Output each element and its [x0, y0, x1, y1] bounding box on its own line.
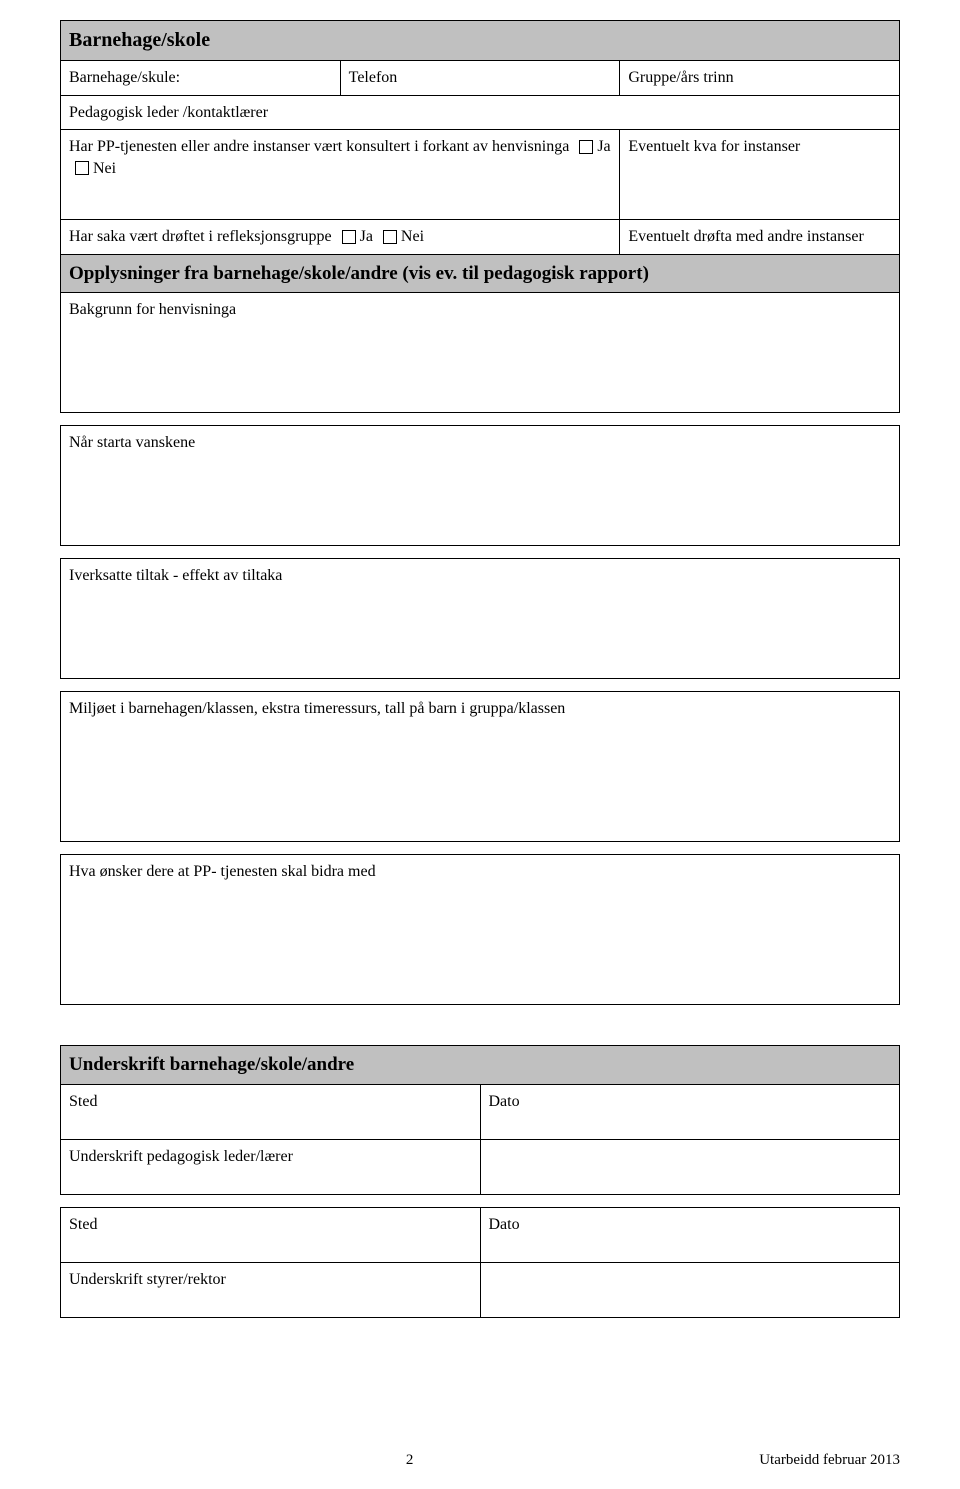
section1-title: Barnehage/skole	[61, 21, 900, 61]
checkbox-nei-2[interactable]	[383, 230, 397, 244]
box-nar-starta: Når starta vanskene	[60, 425, 900, 546]
field-telefon: Telefon	[340, 61, 620, 96]
field-miljoet: Miljøet i barnehagen/klassen, ekstra tim…	[61, 692, 900, 842]
section2-title: Opplysninger fra barnehage/skole/andre (…	[61, 254, 900, 293]
field-pedagogisk-leder: Pedagogisk leder /kontaktlærer	[61, 95, 900, 130]
pp-tjenesten-text: Har PP-tjenesten eller andre instanser v…	[69, 138, 569, 155]
field-eventuelt-instanser: Eventuelt kva for instanser	[620, 130, 900, 220]
section3-title: Underskrift barnehage/skole/andre	[61, 1046, 900, 1085]
footer-right-text: Utarbeidd februar 2013	[759, 1452, 900, 1469]
page: Barnehage/skole Barnehage/skule: Telefon…	[0, 0, 960, 1489]
field-eventuelt-drofta: Eventuelt drøfta med andre instanser	[620, 220, 900, 255]
refleksjons-text: Har saka vært drøftet i refleksjonsgrupp…	[69, 228, 332, 245]
field-bakgrunn: Bakgrunn for henvisninga	[61, 293, 900, 413]
field-iverksatte: Iverksatte tiltak - effekt av tiltaka	[61, 559, 900, 679]
checkbox-ja-2[interactable]	[342, 230, 356, 244]
field-hva-onsker: Hva ønsker dere at PP- tjenesten skal bi…	[61, 855, 900, 1005]
checkbox-nei-1[interactable]	[75, 161, 89, 175]
label-ja-1: Ja	[597, 138, 610, 155]
checkbox-ja-1[interactable]	[579, 140, 593, 154]
section-underskrift-2: Sted Dato Underskrift styrer/rektor	[60, 1207, 900, 1318]
page-number: 2	[406, 1452, 414, 1469]
field-underskrift-styrer: Underskrift styrer/rektor	[61, 1263, 481, 1318]
field-refleksjonsgruppe: Har saka vært drøftet i refleksjonsgrupp…	[61, 220, 620, 255]
field-sted-2: Sted	[61, 1208, 481, 1263]
field-gruppe-trinn: Gruppe/års trinn	[620, 61, 900, 96]
field-dato-1: Dato	[480, 1085, 900, 1140]
field-underskrift-styrer-blank	[480, 1263, 900, 1318]
box-miljoet: Miljøet i barnehagen/klassen, ekstra tim…	[60, 691, 900, 842]
label-ja-2: Ja	[360, 228, 373, 245]
section-barnehage-skole: Barnehage/skole Barnehage/skule: Telefon…	[60, 20, 900, 413]
field-pp-tjenesten-konsultert: Har PP-tjenesten eller andre instanser v…	[61, 130, 620, 220]
field-nar-starta: Når starta vanskene	[61, 426, 900, 546]
field-underskrift-leder: Underskrift pedagogisk leder/lærer	[61, 1140, 481, 1195]
field-underskrift-leder-blank	[480, 1140, 900, 1195]
label-nei-1: Nei	[93, 160, 116, 177]
box-hva-onsker: Hva ønsker dere at PP- tjenesten skal bi…	[60, 854, 900, 1005]
label-nei-2: Nei	[401, 228, 424, 245]
field-dato-2: Dato	[480, 1208, 900, 1263]
box-iverksatte: Iverksatte tiltak - effekt av tiltaka	[60, 558, 900, 679]
field-sted-1: Sted	[61, 1085, 481, 1140]
section-underskrift: Underskrift barnehage/skole/andre Sted D…	[60, 1045, 900, 1195]
page-footer: 2 Utarbeidd februar 2013	[60, 1452, 900, 1469]
field-barnehage-skule: Barnehage/skule:	[61, 61, 341, 96]
